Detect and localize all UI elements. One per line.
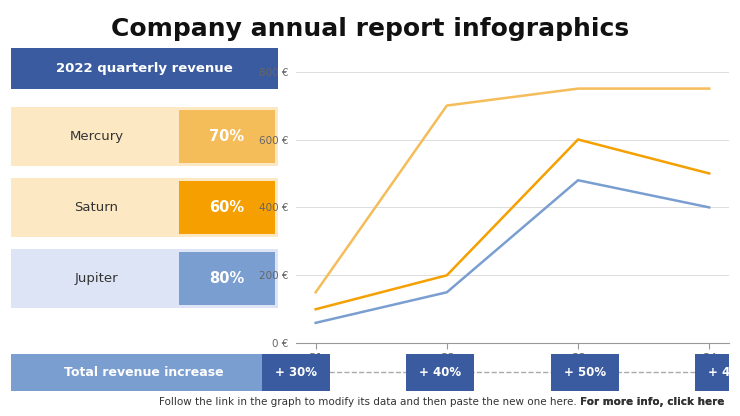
Text: Total revenue increase: Total revenue increase [64,366,224,379]
Text: + 40%: + 40% [708,366,740,379]
FancyBboxPatch shape [406,354,474,391]
FancyBboxPatch shape [179,110,275,163]
Text: 60%: 60% [209,200,244,215]
FancyBboxPatch shape [179,252,275,305]
Text: + 30%: + 30% [275,366,317,379]
FancyBboxPatch shape [179,181,275,234]
Text: 2022 quarterly revenue: 2022 quarterly revenue [56,62,232,75]
FancyBboxPatch shape [11,249,278,308]
Text: For more info, click here: For more info, click here [580,397,724,407]
FancyBboxPatch shape [11,107,278,166]
Text: For more info, click here: For more info, click here [580,397,725,407]
Text: 70%: 70% [209,129,244,144]
Text: + 40%: + 40% [420,366,461,379]
Text: Follow the link in the graph to modify its data and then paste the new one here.: Follow the link in the graph to modify i… [159,397,580,407]
FancyBboxPatch shape [551,354,619,391]
FancyBboxPatch shape [11,178,278,237]
Text: 80%: 80% [209,271,244,286]
Text: Jupiter: Jupiter [75,272,118,285]
FancyBboxPatch shape [695,354,740,391]
FancyBboxPatch shape [11,48,278,89]
Text: Saturn: Saturn [74,201,118,214]
Text: Mercury: Mercury [70,130,124,143]
FancyBboxPatch shape [262,354,330,391]
Text: Company annual report infographics: Company annual report infographics [111,17,629,41]
Text: + 50%: + 50% [564,366,605,379]
FancyBboxPatch shape [11,354,278,391]
